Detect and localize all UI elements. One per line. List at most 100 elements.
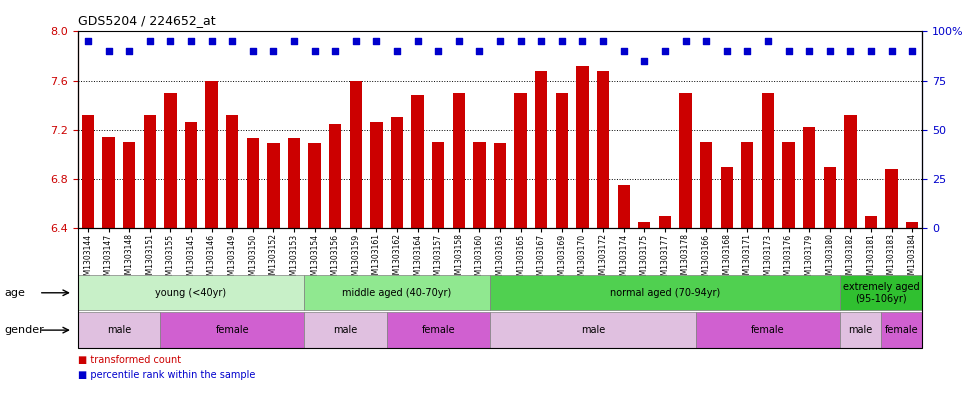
- Point: [822, 48, 838, 54]
- Bar: [226, 115, 239, 228]
- Bar: [577, 66, 588, 228]
- Point: [575, 38, 590, 44]
- Text: male: male: [333, 325, 357, 335]
- Bar: [304, 312, 386, 348]
- Point: [863, 48, 879, 54]
- Bar: [658, 216, 671, 228]
- Bar: [494, 143, 506, 228]
- Point: [121, 48, 137, 54]
- Bar: [309, 143, 320, 228]
- Bar: [618, 185, 630, 228]
- Bar: [370, 122, 383, 228]
- Bar: [741, 142, 753, 228]
- Bar: [720, 167, 733, 228]
- Point: [224, 38, 240, 44]
- Bar: [391, 118, 403, 228]
- Point: [286, 38, 302, 44]
- Bar: [144, 115, 156, 228]
- Bar: [840, 275, 922, 310]
- Point: [884, 48, 899, 54]
- Bar: [844, 115, 856, 228]
- Bar: [906, 222, 919, 228]
- Text: male: male: [107, 325, 131, 335]
- Point: [678, 38, 693, 44]
- Bar: [489, 312, 696, 348]
- Text: age: age: [5, 288, 25, 298]
- Text: extremely aged
(95-106yr): extremely aged (95-106yr): [843, 282, 920, 303]
- Bar: [761, 93, 774, 228]
- Bar: [597, 71, 609, 228]
- Bar: [823, 167, 836, 228]
- Bar: [102, 137, 115, 228]
- Text: young (<40yr): young (<40yr): [155, 288, 226, 298]
- Point: [533, 38, 549, 44]
- Point: [142, 38, 157, 44]
- Point: [81, 38, 96, 44]
- Bar: [865, 216, 877, 228]
- Point: [184, 38, 199, 44]
- Point: [369, 38, 385, 44]
- Point: [740, 48, 755, 54]
- Bar: [886, 169, 898, 228]
- Bar: [803, 127, 816, 228]
- Point: [327, 48, 343, 54]
- Bar: [783, 142, 794, 228]
- Text: normal aged (70-94yr): normal aged (70-94yr): [610, 288, 720, 298]
- Text: gender: gender: [5, 325, 45, 335]
- Bar: [515, 93, 527, 228]
- Bar: [350, 81, 362, 228]
- Point: [843, 48, 858, 54]
- Bar: [78, 275, 304, 310]
- Bar: [287, 138, 300, 228]
- Bar: [535, 71, 548, 228]
- Point: [513, 38, 528, 44]
- Point: [266, 48, 282, 54]
- Bar: [489, 275, 840, 310]
- Bar: [473, 142, 486, 228]
- Point: [389, 48, 405, 54]
- Point: [245, 48, 260, 54]
- Bar: [78, 31, 922, 348]
- Point: [904, 48, 920, 54]
- Point: [637, 58, 653, 64]
- Bar: [412, 95, 423, 228]
- Bar: [160, 312, 304, 348]
- Bar: [696, 312, 840, 348]
- Point: [348, 38, 363, 44]
- Point: [162, 38, 178, 44]
- Bar: [432, 142, 445, 228]
- Bar: [329, 123, 342, 228]
- Point: [657, 48, 673, 54]
- Text: female: female: [885, 325, 919, 335]
- Bar: [247, 138, 259, 228]
- Bar: [680, 93, 691, 228]
- Bar: [78, 312, 160, 348]
- Point: [760, 38, 776, 44]
- Point: [616, 48, 631, 54]
- Point: [101, 48, 117, 54]
- Point: [452, 38, 467, 44]
- Bar: [555, 93, 568, 228]
- Point: [554, 38, 570, 44]
- Text: female: female: [421, 325, 455, 335]
- Bar: [82, 115, 94, 228]
- Point: [307, 48, 322, 54]
- Point: [595, 38, 611, 44]
- Point: [801, 48, 817, 54]
- Bar: [123, 142, 135, 228]
- Bar: [184, 122, 197, 228]
- Text: female: female: [752, 325, 785, 335]
- Bar: [267, 143, 280, 228]
- Point: [410, 38, 425, 44]
- Bar: [700, 142, 713, 228]
- Text: female: female: [216, 325, 249, 335]
- Text: ■ percentile rank within the sample: ■ percentile rank within the sample: [78, 371, 255, 380]
- Point: [719, 48, 734, 54]
- Bar: [386, 312, 489, 348]
- Point: [204, 38, 219, 44]
- Bar: [304, 275, 489, 310]
- Text: middle aged (40-70yr): middle aged (40-70yr): [343, 288, 452, 298]
- Bar: [882, 312, 922, 348]
- Point: [781, 48, 796, 54]
- Bar: [638, 222, 651, 228]
